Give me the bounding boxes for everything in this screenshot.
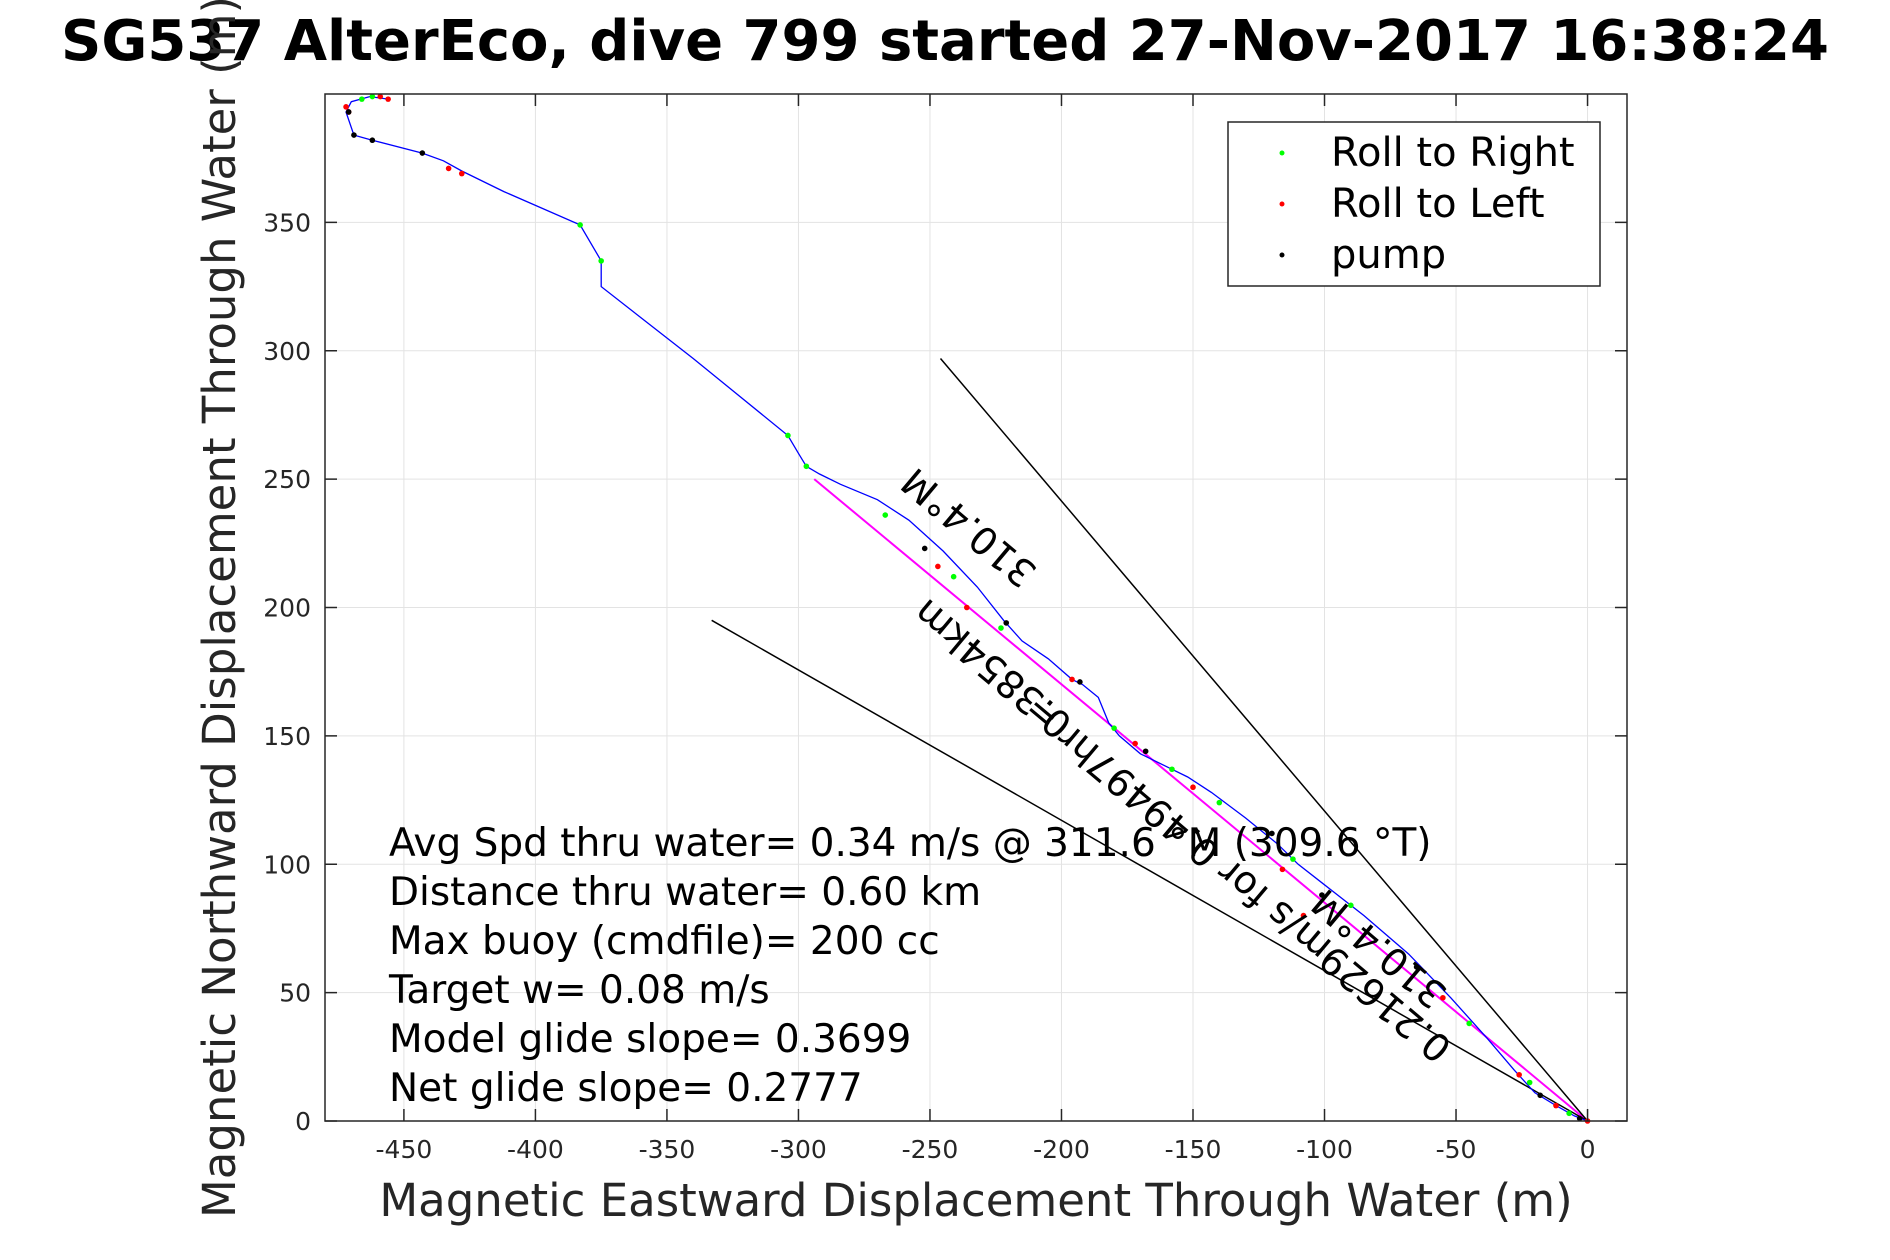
x-tick-label: -350 xyxy=(639,1135,696,1164)
legend-roll-right-label: Roll to Right xyxy=(1331,130,1575,176)
roll-left-point xyxy=(445,165,452,172)
annotation-text: 310.4°M xyxy=(893,459,1044,596)
track-line xyxy=(345,95,1588,1122)
heading-line xyxy=(813,478,1589,1122)
roll-right-point xyxy=(785,432,791,439)
roll-right-point xyxy=(369,93,376,100)
pump-point xyxy=(1319,892,1325,898)
x-tick-label: -50 xyxy=(1436,1135,1477,1164)
roll-left-point xyxy=(377,93,384,100)
x-tick-label: -250 xyxy=(902,1135,959,1164)
roll-left-point xyxy=(343,104,349,110)
pump-point xyxy=(1269,830,1275,837)
roll-right-point xyxy=(1526,1079,1533,1086)
x-tick-label: -100 xyxy=(1296,1135,1353,1164)
heading-line xyxy=(939,357,1589,1122)
legend-roll-left-label: Roll to Left xyxy=(1331,181,1545,227)
roll-left-point xyxy=(1553,1102,1559,1109)
info-line: Avg Spd thru water= 0.34 m/s @ 311.6 °M … xyxy=(389,821,1432,866)
y-tick-label: 50 xyxy=(279,979,311,1008)
y-tick-label: 300 xyxy=(263,337,311,366)
y-axis-label: Magnetic Northward Displacement Through … xyxy=(193,0,246,1218)
x-tick-label: -150 xyxy=(1165,1135,1222,1164)
x-tick-label: -400 xyxy=(507,1135,564,1164)
roll-left-point xyxy=(1440,994,1446,1001)
dive-track xyxy=(345,95,1588,1122)
x-tick-label: -450 xyxy=(376,1135,433,1164)
pump-point xyxy=(369,137,376,144)
legend-roll-left-marker xyxy=(1279,201,1285,207)
roll-right-point xyxy=(577,222,583,228)
x-tick-label: -200 xyxy=(1033,1135,1090,1164)
roll-right-point xyxy=(950,573,957,580)
y-tick-label: 200 xyxy=(263,594,311,623)
roll-right-point xyxy=(1290,856,1296,862)
legend-roll-right-marker xyxy=(1279,150,1285,156)
roll-left-point xyxy=(1300,912,1307,919)
pump-point xyxy=(345,109,352,115)
pump-point xyxy=(921,545,928,552)
pump-point xyxy=(419,150,426,156)
roll-right-point xyxy=(1348,902,1354,909)
legend-box xyxy=(1227,121,1601,287)
info-line: Net glide slope= 0.2777 xyxy=(389,1066,863,1111)
roll-right-point xyxy=(1111,725,1117,731)
roll-left-point xyxy=(1069,676,1075,683)
x-tick-label: -300 xyxy=(770,1135,827,1164)
pump-point xyxy=(1537,1092,1543,1099)
reference-lines xyxy=(711,357,1589,1122)
legend-pump-label: pump xyxy=(1331,232,1446,278)
legend: Roll to Right Roll to Left pump xyxy=(1227,121,1601,287)
roll-right-point xyxy=(803,463,810,470)
y-tick-label: 150 xyxy=(263,722,311,751)
info-line: Max buoy (cmdfile)= 200 cc xyxy=(389,919,940,964)
markers xyxy=(343,93,1591,1124)
roll-right-point xyxy=(1169,766,1175,773)
y-tick-label: 0 xyxy=(295,1107,311,1136)
roll-left-point xyxy=(1516,1071,1522,1078)
roll-right-point xyxy=(1216,799,1223,806)
pump-point xyxy=(1142,748,1149,755)
x-tick-label: 0 xyxy=(1580,1135,1596,1164)
pump-point xyxy=(1413,964,1420,970)
info-line: Model glide slope= 0.3699 xyxy=(389,1017,911,1062)
roll-right-point xyxy=(1566,1110,1572,1117)
info-line: Distance thru water= 0.60 km xyxy=(389,870,981,915)
pump-point xyxy=(1077,679,1083,685)
roll-right-point xyxy=(359,96,365,102)
roll-left-point xyxy=(385,96,391,102)
pump-point xyxy=(1576,1115,1583,1122)
y-tick-label: 350 xyxy=(263,208,311,237)
annotation-text: 0.21629m/s for 0.49497hr = xyxy=(1015,688,1460,1071)
heading-line xyxy=(711,619,1588,1122)
roll-right-point xyxy=(882,512,889,518)
roll-right-point xyxy=(1466,1020,1472,1027)
axis-ticks: -450 -400 -350 -300 -250 -200 -150 -100 -50 0 0 50 1… xyxy=(263,94,1627,1164)
x-axis-label: Magnetic Eastward Displacement Through W… xyxy=(379,1174,1572,1227)
roll-left-point xyxy=(963,604,970,611)
roll-left-point xyxy=(1279,866,1286,873)
roll-left-point xyxy=(458,170,465,177)
info-line: Target w= 0.08 m/s xyxy=(388,968,770,1013)
roll-left-point xyxy=(1190,784,1196,791)
roll-right-point xyxy=(998,625,1004,631)
roll-right-point xyxy=(598,258,604,264)
info-text: Avg Spd thru water= 0.34 m/s @ 311.6 °M … xyxy=(388,821,1432,1111)
y-tick-label: 100 xyxy=(263,850,311,879)
pump-point xyxy=(1003,620,1010,626)
chart-title: SG537 AlterEco, dive 799 started 27-Nov-… xyxy=(61,9,1829,74)
roll-left-point xyxy=(1132,740,1138,747)
roll-left-point xyxy=(935,563,941,570)
legend-pump-marker xyxy=(1279,252,1285,258)
pump-point xyxy=(351,132,357,138)
y-tick-label: 250 xyxy=(263,465,311,494)
